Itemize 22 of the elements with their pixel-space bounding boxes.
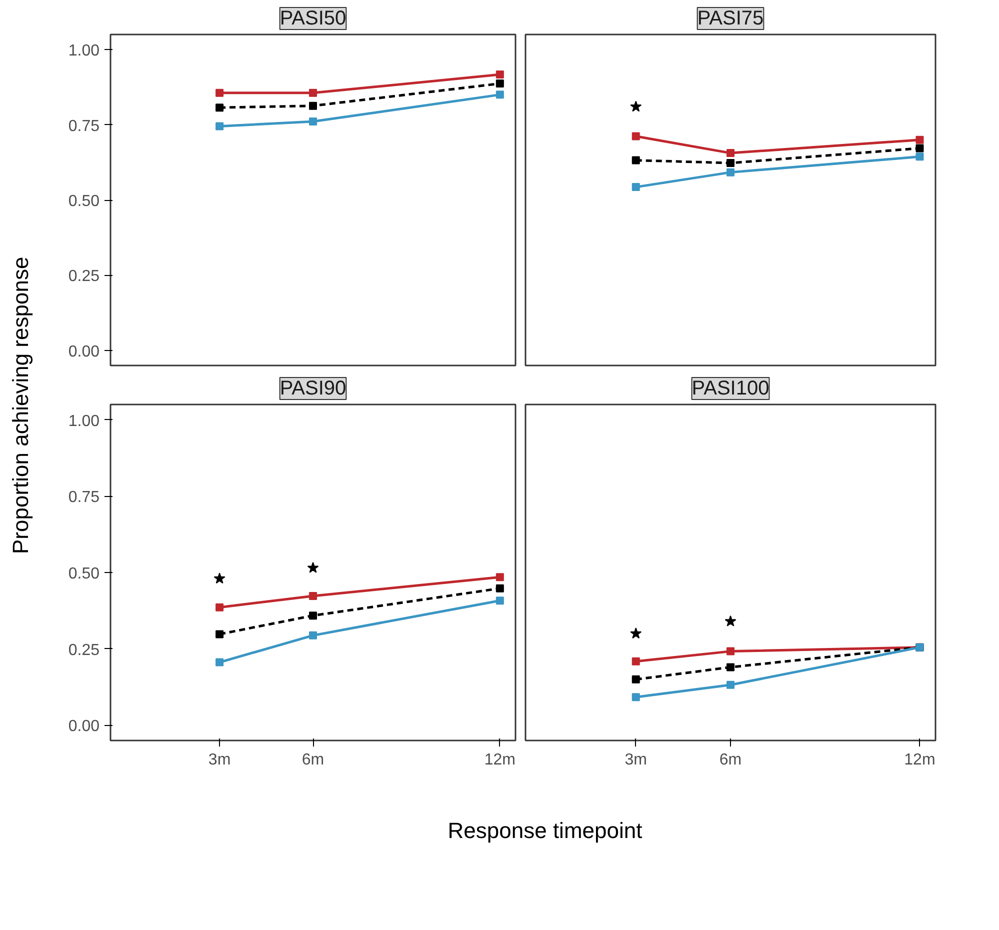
y-tick-label: 0.25 [68,642,100,659]
y-tick-label: 1.00 [68,42,100,60]
y-tick-label: 0.75 [68,489,100,506]
x-axis-title: Response timepoint [448,817,642,845]
x-tick-label: 12m [484,752,516,768]
x-tick-label: 6m [719,752,742,768]
x-tick-label: 6m [302,752,324,768]
y-tick-label: 0.75 [68,118,100,135]
x-tick-label: 3m [208,752,231,768]
x-tick-label: 3m [624,752,648,768]
y-tick-label: 1.00 [68,412,100,430]
y-axis-title: Proportion achieving response [7,256,34,554]
y-tick-label: 0.00 [68,718,100,736]
y-tick-label: 0.50 [68,566,100,582]
chart-title: PASI90 [280,378,346,400]
chart-title: PASI75 [697,8,764,30]
chart-title: PASI50 [280,8,346,30]
x-tick-label: 12m [904,752,936,768]
y-tick-label: 0.00 [68,343,100,360]
y-tick-label: 0.25 [68,268,100,286]
chart-title: PASI100 [692,378,770,400]
y-tick-label: 0.50 [68,193,100,210]
